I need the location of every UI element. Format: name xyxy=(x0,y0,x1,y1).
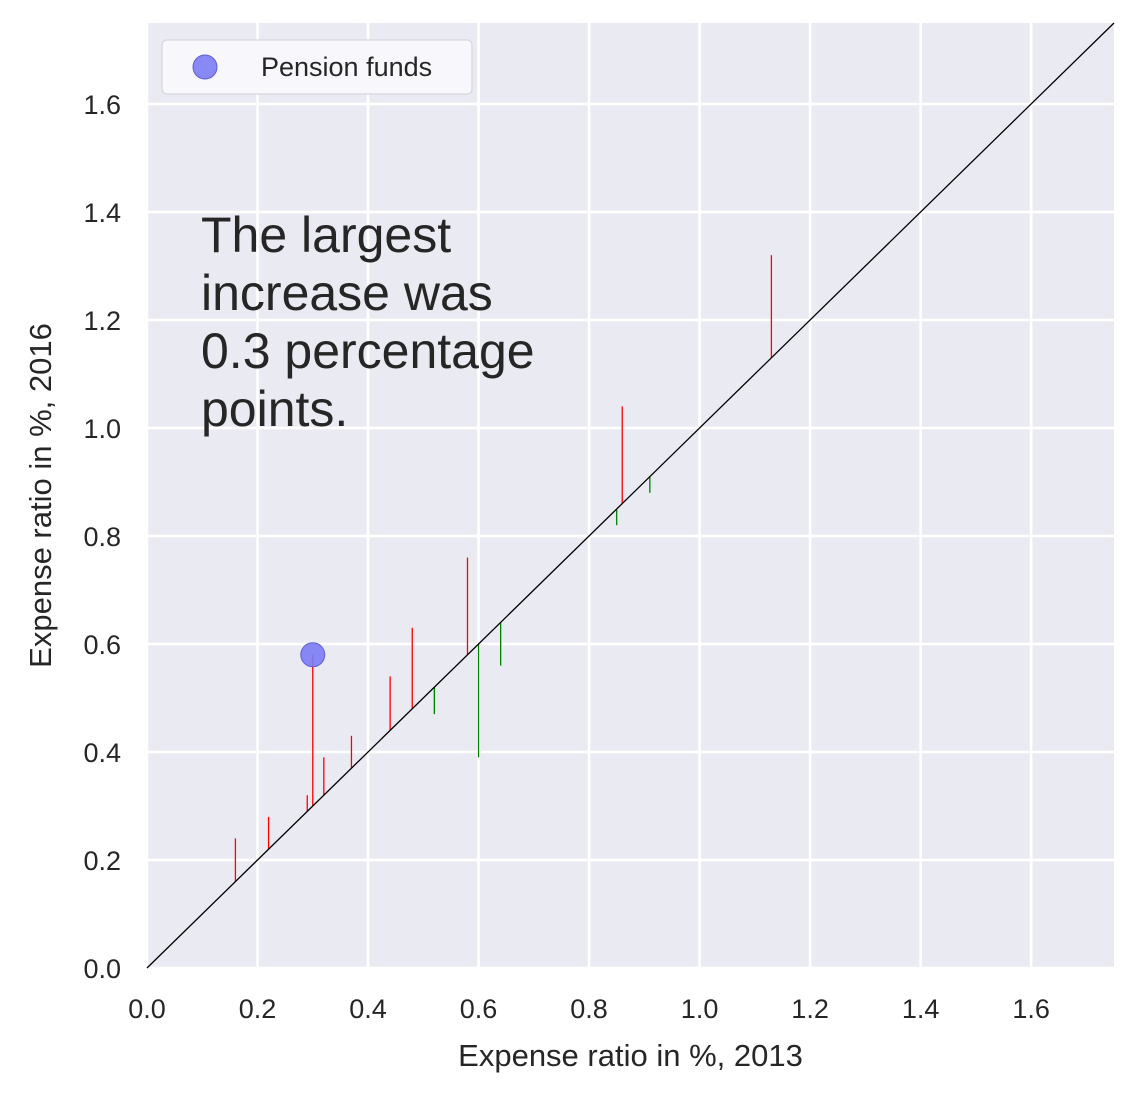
x-axis-label: Expense ratio in %, 2013 xyxy=(458,1038,803,1073)
y-tick-label: 0.8 xyxy=(83,522,121,552)
data-point xyxy=(300,642,326,668)
annotation-line: points. xyxy=(201,381,348,437)
legend-box xyxy=(161,39,473,95)
data-points xyxy=(300,642,326,668)
y-tick-label: 0.4 xyxy=(83,738,121,768)
change-segments xyxy=(234,255,773,882)
annotation-line: The largest xyxy=(201,207,451,263)
annotation-line: 0.3 percentage xyxy=(201,323,535,379)
y-tick-label: 1.4 xyxy=(83,198,121,228)
grid-lines xyxy=(145,23,1114,970)
diagonal-line xyxy=(146,22,1115,969)
y-tick-label: 0.6 xyxy=(83,630,121,660)
y-tick-label: 1.6 xyxy=(83,90,121,120)
x-tick-label: 0.0 xyxy=(128,994,166,1024)
x-tick-label: 1.4 xyxy=(902,994,940,1024)
y-tick-labels: 0.0 0.2 0.4 0.6 0.8 1.0 1.2 1.4 1.6 xyxy=(83,90,121,984)
x-tick-labels: 0.0 0.2 0.4 0.6 0.8 1.0 1.2 1.4 1.6 xyxy=(128,994,1050,1024)
x-tick-label: 1.2 xyxy=(791,994,829,1024)
legend-label-pension-funds: Pension funds xyxy=(261,52,432,82)
y-axis-label: Expense ratio in %, 2016 xyxy=(23,323,58,668)
y-tick-label: 0.0 xyxy=(83,954,121,984)
legend: Pension funds xyxy=(161,39,473,95)
x-tick-label: 0.6 xyxy=(460,994,498,1024)
y-tick-label: 0.2 xyxy=(83,846,121,876)
legend-marker xyxy=(192,54,218,80)
x-tick-label: 0.4 xyxy=(349,994,387,1024)
x-tick-label: 1.0 xyxy=(681,994,719,1024)
x-tick-label: 1.6 xyxy=(1012,994,1050,1024)
y-tick-label: 1.0 xyxy=(83,414,121,444)
y-tick-label: 1.2 xyxy=(83,306,121,336)
annotation-line: increase was xyxy=(201,265,493,321)
x-tick-label: 0.2 xyxy=(239,994,277,1024)
x-tick-label: 0.8 xyxy=(570,994,608,1024)
